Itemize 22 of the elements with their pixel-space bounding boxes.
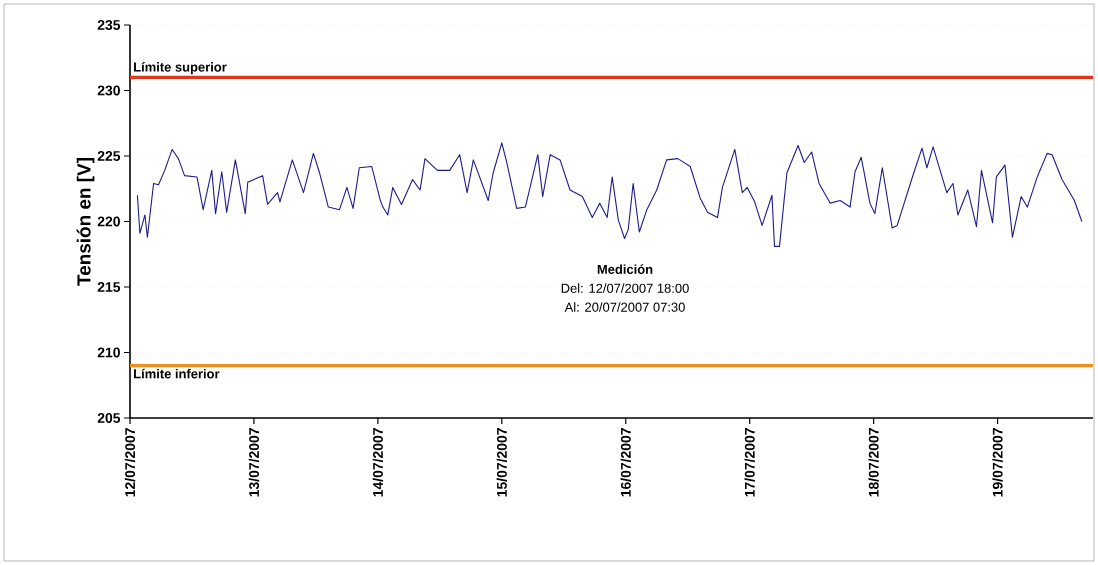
ref-line-label: Límite superior (134, 62, 227, 75)
annotation: Al: 20/07/2007 07:30 (564, 302, 685, 312)
y-tick-label: 210 (97, 347, 120, 358)
y-tick-label: 205 (97, 413, 121, 423)
x-tick-label: 14/07/2007 (372, 428, 384, 497)
x-tick-label: 13/07/2007 (248, 428, 260, 497)
y-tick-label: 215 (97, 282, 121, 292)
line-series (136, 142, 1083, 247)
y-tick-label: 220 (97, 216, 120, 227)
ref-line-label: Límite inferior (134, 368, 220, 379)
x-tick-label: 19/07/2007 (992, 428, 1003, 497)
x-tick-label: 12/07/2007 (124, 428, 136, 497)
y-tick-label: 225 (97, 151, 121, 161)
y-axis-title: Tensión en [V] (76, 158, 95, 286)
annotation: Medición (597, 264, 653, 274)
x-tick-label: 16/07/2007 (620, 428, 631, 497)
y-tick-label: 235 (97, 20, 121, 30)
x-tick-label: 15/07/2007 (496, 428, 508, 497)
y-tick-label: 230 (97, 85, 120, 96)
x-tick-label: 18/07/2007 (868, 428, 879, 497)
x-tick-label: 17/07/2007 (744, 428, 755, 497)
annotation: Del: 12/07/2007 18:00 (561, 283, 689, 293)
